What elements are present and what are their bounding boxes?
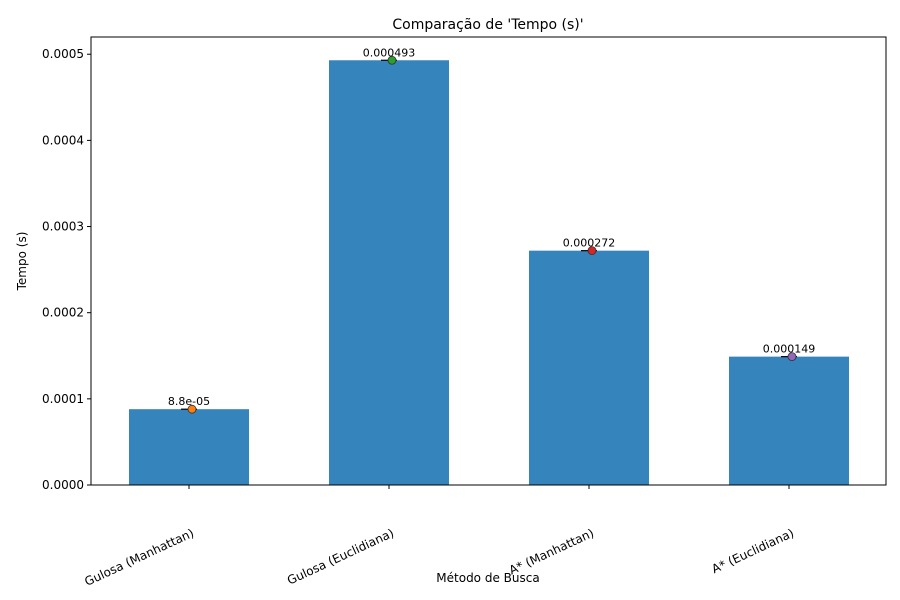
x-tick-label: Gulosa (Euclidiana) <box>285 526 396 588</box>
data-point <box>387 55 397 65</box>
y-tick-label: 0.0003 <box>42 220 84 234</box>
data-label: 8.8e-05 <box>168 395 210 408</box>
y-tick-label: 0.0000 <box>42 478 84 492</box>
chart-title: Comparação de 'Tempo (s)' <box>392 17 583 33</box>
data-point <box>787 352 797 362</box>
bar <box>529 250 649 485</box>
x-tick-label: Gulosa (Manhattan) <box>82 526 196 589</box>
x-tick-label: A* (Euclidiana) <box>709 526 796 576</box>
bar <box>129 409 249 485</box>
bar <box>329 60 449 486</box>
x-axis-title: Método de Busca <box>436 571 539 585</box>
plot-frame <box>90 36 887 486</box>
y-tick-label: 0.0001 <box>42 392 84 406</box>
y-axis-title: Tempo (s) <box>15 232 29 292</box>
data-label: 0.000493 <box>363 46 416 59</box>
x-tick-label: A* (Manhattan) <box>507 526 596 578</box>
data-label: 0.000272 <box>563 237 616 250</box>
y-tick-label: 0.0005 <box>42 47 84 61</box>
bar <box>729 356 849 485</box>
data-point <box>187 404 197 414</box>
y-tick-label: 0.0004 <box>42 133 84 147</box>
data-label: 0.000149 <box>763 343 816 356</box>
y-tick-label: 0.0002 <box>42 306 84 320</box>
data-point <box>587 246 597 256</box>
